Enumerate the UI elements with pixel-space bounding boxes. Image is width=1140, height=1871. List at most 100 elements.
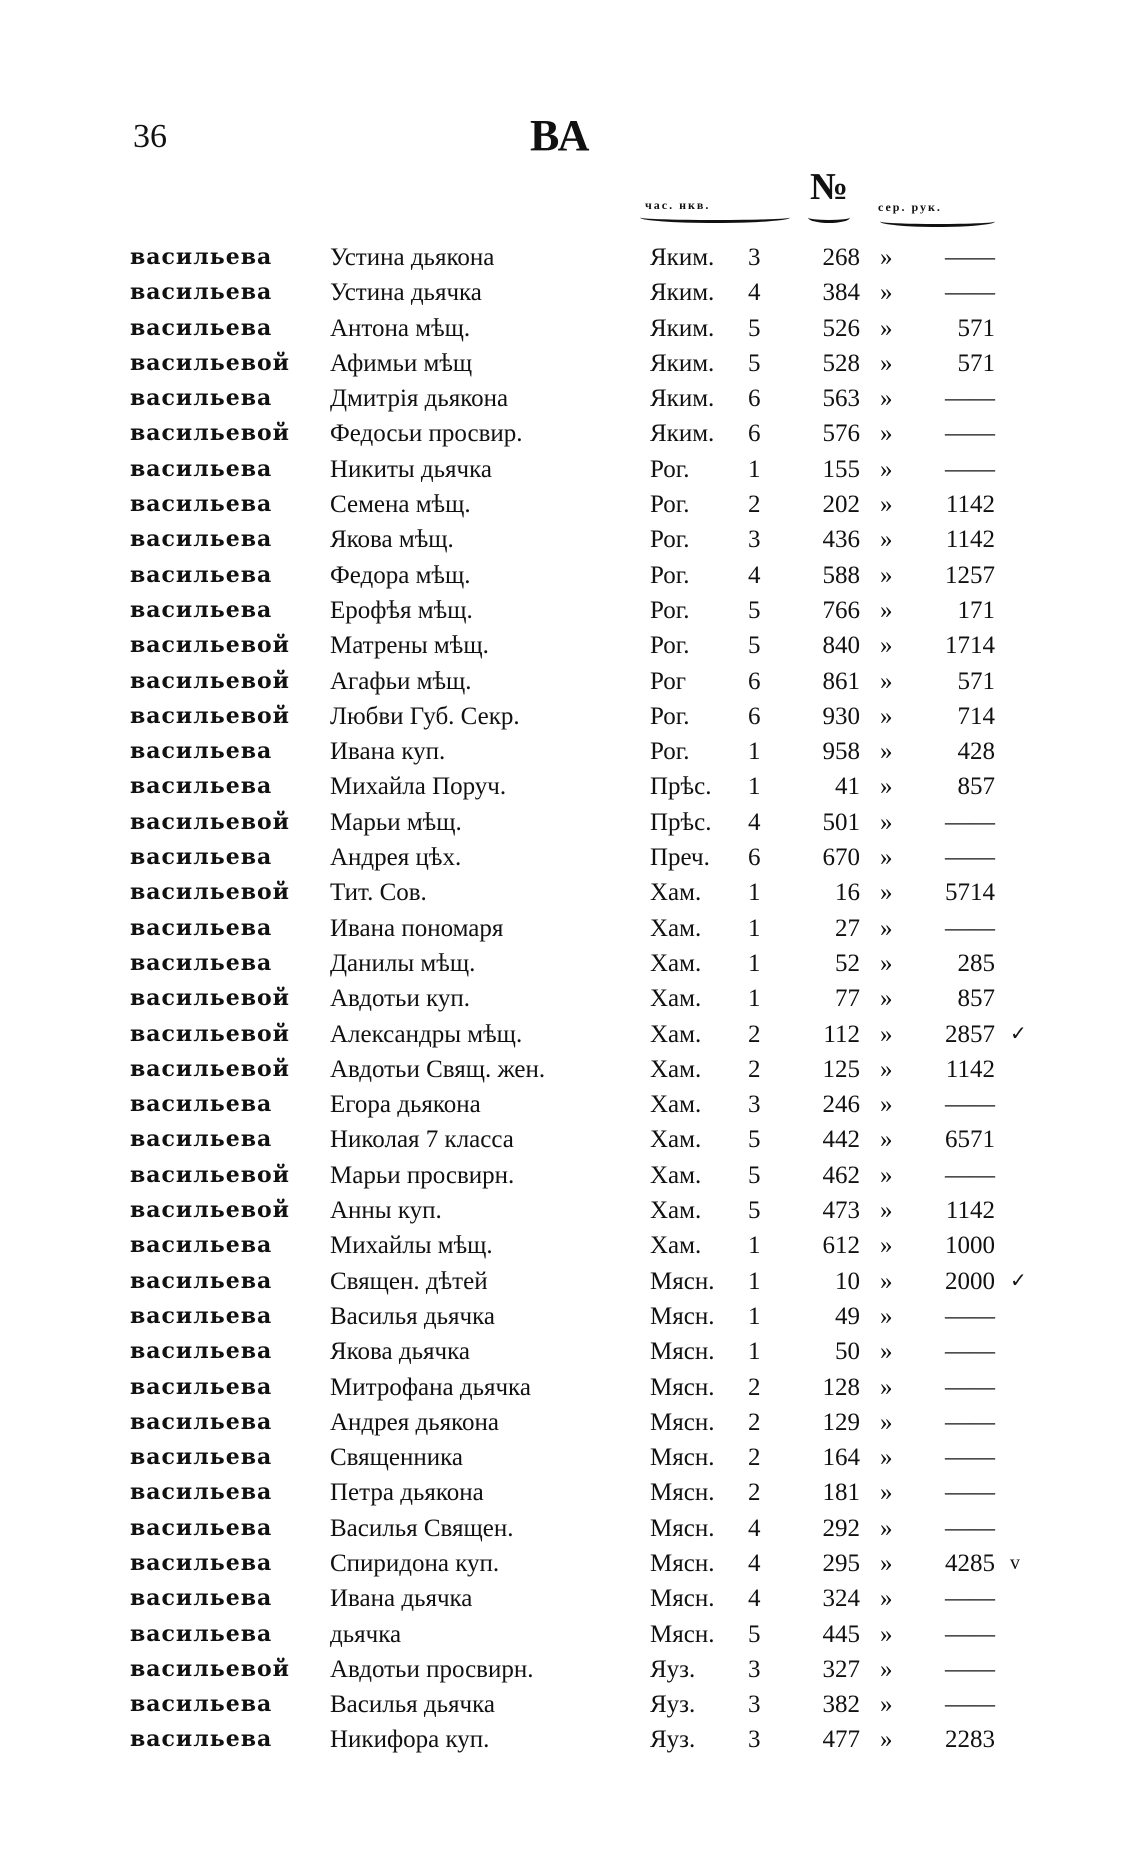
surname: васильева xyxy=(130,1549,273,1576)
entry-number: 202 xyxy=(822,491,861,519)
amount: —— xyxy=(945,455,995,483)
district: Яуз. xyxy=(650,1726,696,1754)
amount: 1142 xyxy=(945,491,995,519)
surname: васильева xyxy=(130,773,273,800)
given-name: Авдотьи просвирн. xyxy=(330,1655,534,1683)
ditto-mark: » xyxy=(880,561,893,589)
amount: 1714 xyxy=(945,632,995,660)
given-name: Никифора куп. xyxy=(330,1726,490,1754)
district: Яким. xyxy=(650,385,715,413)
district-part: 2 xyxy=(748,1444,761,1472)
entry-number: 125 xyxy=(822,1055,861,1083)
surname: васильева xyxy=(130,844,273,871)
register-row: васильева Михайла Поруч. Прѣс. 1 41 » 857 xyxy=(0,769,1140,804)
register-row: васильева Никиты дьячка Рог. 1 155 » —— xyxy=(0,452,1140,487)
amount: 1142 xyxy=(945,1197,995,1225)
amount: 571 xyxy=(957,314,996,342)
district-part: 1 xyxy=(748,985,761,1013)
amount: 571 xyxy=(957,349,996,377)
register-row: васильевой Федосьи просвир. Яким. 6 576 » —— xyxy=(0,416,1140,451)
surname: васильева xyxy=(130,1408,273,1435)
given-name: Данилы мѣщ. xyxy=(330,949,476,977)
district: Хам. xyxy=(650,985,702,1013)
entry-number: 77 xyxy=(835,985,860,1013)
district-part: 3 xyxy=(748,1726,761,1754)
district: Рог. xyxy=(650,455,690,483)
register-row: васильева дьячка Мясн. 5 445 » —— xyxy=(0,1617,1140,1652)
entry-number: 588 xyxy=(822,561,861,589)
register-row: васильева Ивана пономаря Хам. 1 27 » —— xyxy=(0,911,1140,946)
register-row: васильевой Марьи мѣщ. Прѣс. 4 501 » —— xyxy=(0,805,1140,840)
district: Яуз. xyxy=(650,1655,696,1683)
amount: 428 xyxy=(957,738,996,766)
register-row: васильева Устина дьячка Яким. 4 384 » —— xyxy=(0,275,1140,310)
given-name: Семена мѣщ. xyxy=(330,491,471,519)
brace-part xyxy=(640,212,790,223)
amount: 1142 xyxy=(945,1055,995,1083)
ditto-mark: » xyxy=(880,244,893,271)
district-part: 1 xyxy=(748,879,761,907)
amount: —— xyxy=(945,914,995,942)
district: Прѣс. xyxy=(650,773,712,801)
surname: васильева xyxy=(130,561,273,588)
entry-number: 436 xyxy=(822,526,861,554)
amount: —— xyxy=(945,1514,995,1542)
amount: 1257 xyxy=(945,561,995,589)
entry-number: 112 xyxy=(823,1020,860,1048)
given-name: Авдотьи Свящ. жен. xyxy=(330,1055,546,1083)
district-part: 1 xyxy=(748,949,761,977)
surname: васильева xyxy=(130,491,273,518)
ditto-mark: » xyxy=(880,1091,893,1119)
ditto-mark: » xyxy=(880,844,893,872)
amount: —— xyxy=(945,1691,995,1719)
register-row: васильева Спиридона куп. Мясн. 4 295 » 4285 v xyxy=(0,1546,1140,1581)
district: Мясн. xyxy=(650,1373,715,1401)
district: Хам. xyxy=(650,1232,702,1260)
given-name: Никиты дьячка xyxy=(330,455,492,483)
amount: 171 xyxy=(957,596,996,624)
given-name: Священника xyxy=(330,1444,463,1472)
brace-number xyxy=(808,212,850,223)
surname: васильева xyxy=(130,1091,273,1118)
district: Рог. xyxy=(650,738,690,766)
register-row: васильева Федора мѣщ. Рог. 4 588 » 1257 xyxy=(0,558,1140,593)
check-mark: ✓ xyxy=(1010,1022,1027,1045)
surname: васильевой xyxy=(130,1161,290,1188)
surname: васильева xyxy=(130,1726,273,1753)
given-name: Федора мѣщ. xyxy=(330,561,471,589)
surname: васильева xyxy=(130,596,273,623)
surname: васильева xyxy=(130,526,273,553)
register-row: васильева Антона мѣщ. Яким. 5 526 » 571 xyxy=(0,311,1140,346)
amount: —— xyxy=(945,1161,995,1189)
register-row: васильева Устина дьякона Яким. 3 268 » —— xyxy=(0,240,1140,275)
entry-number: 477 xyxy=(822,1726,861,1754)
district-part: 6 xyxy=(748,667,761,695)
district: Рог. xyxy=(650,702,690,730)
district: Рог. xyxy=(650,526,690,554)
given-name: Священ. дѣтей xyxy=(330,1267,488,1295)
surname: васильевой xyxy=(130,879,290,906)
brace-amount xyxy=(880,216,995,227)
given-name: Авдотьи куп. xyxy=(330,985,471,1013)
district-part: 6 xyxy=(748,420,761,448)
register-row: васильева Священника Мясн. 2 164 » —— xyxy=(0,1440,1140,1475)
entry-number: 16 xyxy=(835,879,860,907)
district-part: 3 xyxy=(748,526,761,554)
district-part: 1 xyxy=(748,455,761,483)
register-row: васильевой Авдотьи куп. Хам. 1 77 » 857 xyxy=(0,981,1140,1016)
register-row: васильева Семена мѣщ. Рог. 2 202 » 1142 xyxy=(0,487,1140,522)
entry-number: 840 xyxy=(822,632,861,660)
district-part: 1 xyxy=(748,1232,761,1260)
given-name: Анны куп. xyxy=(330,1197,442,1225)
district: Прѣс. xyxy=(650,808,712,836)
district-part: 6 xyxy=(748,385,761,413)
district: Хам. xyxy=(650,1055,702,1083)
surname: васильева xyxy=(130,1126,273,1153)
given-name: Якова мѣщ. xyxy=(330,526,454,554)
district: Яким. xyxy=(650,314,715,342)
surname: васильевой xyxy=(130,1055,290,1082)
surname: васильевой xyxy=(130,702,290,729)
surname: васильева xyxy=(130,279,273,306)
surname: васильева xyxy=(130,1232,273,1259)
district: Рог. xyxy=(650,491,690,519)
